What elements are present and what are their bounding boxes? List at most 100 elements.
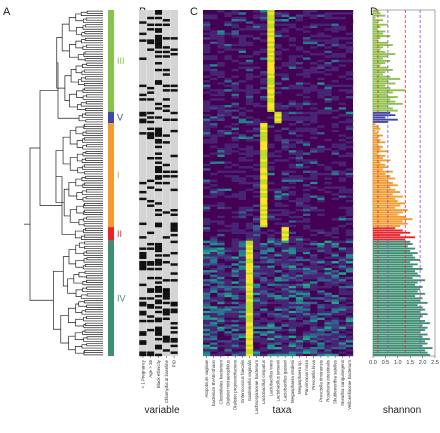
- taxa-cell: [281, 213, 289, 216]
- variable-cell: [162, 163, 170, 167]
- taxa-cell: [274, 261, 282, 264]
- shannon-bar: [373, 105, 388, 108]
- taxa-cell: [303, 100, 311, 103]
- taxa-cell: [245, 283, 254, 287]
- taxa-cell: [231, 308, 239, 311]
- shannon-bar: [373, 10, 378, 13]
- taxa-cell: [231, 346, 239, 350]
- taxa-cell: [210, 152, 218, 155]
- taxa-cell: [231, 73, 239, 76]
- taxa-cell: [231, 82, 239, 85]
- taxa-cell: [345, 21, 354, 24]
- shannon-bar: [373, 286, 423, 288]
- dendrogram-branch: [78, 301, 87, 307]
- taxa-cell: [324, 156, 332, 160]
- taxa-cell: [217, 240, 225, 244]
- taxa-cell: [253, 342, 261, 345]
- taxa-cell: [253, 177, 261, 180]
- clade-bar-II: [108, 227, 114, 241]
- taxa-cell: [253, 19, 261, 22]
- taxa-cell: [288, 251, 297, 255]
- taxa-cell: [288, 353, 297, 357]
- taxa-cell: [267, 30, 275, 33]
- taxa-cell: [295, 138, 304, 142]
- taxa-cell: [324, 245, 332, 248]
- taxa-cell: [281, 258, 289, 262]
- taxa-labels: Atopobium vaginae bacterium BVAB-Shaon Clo…: [204, 356, 352, 414]
- taxa-cell: [288, 64, 297, 67]
- taxa-cell: [331, 177, 339, 180]
- taxa-cell: [295, 202, 304, 205]
- dendrogram-branch: [84, 203, 103, 206]
- taxa-cell: [210, 297, 218, 300]
- taxa-cell: [217, 313, 225, 316]
- variable-cell: [170, 351, 178, 354]
- taxa-cell: [345, 229, 354, 232]
- taxa-cell: [310, 129, 318, 133]
- taxa-cell: [224, 279, 232, 282]
- shannon-bar: [373, 234, 401, 236]
- taxa-cell: [267, 276, 275, 280]
- dendrogram-branch: [86, 293, 103, 297]
- taxa-cell: [267, 215, 275, 219]
- taxa-cell: [331, 319, 339, 323]
- taxa-cell: [331, 308, 339, 311]
- taxa-cell: [274, 254, 282, 257]
- taxa-cell: [317, 310, 325, 314]
- variable-cell: [154, 353, 163, 357]
- taxa-cell: [267, 233, 275, 237]
- taxa-cell: [274, 337, 282, 341]
- taxa-cell: [317, 91, 325, 94]
- taxa-cell: [324, 23, 332, 27]
- variable-cell: [170, 222, 178, 226]
- taxa-cell: [267, 41, 275, 45]
- taxa-cell: [210, 104, 218, 108]
- taxa-cell: [317, 172, 325, 176]
- taxa-cell: [267, 16, 275, 20]
- shannon-bar: [373, 148, 381, 151]
- taxa-cell: [210, 317, 218, 321]
- taxa-cell: [238, 326, 247, 330]
- variable-cell: [170, 118, 178, 122]
- taxa-tick-label: Dialister micraerophilus: [226, 359, 231, 405]
- taxa-cell: [295, 333, 304, 336]
- taxa-cell: [217, 270, 225, 273]
- taxa-cell: [210, 319, 218, 323]
- taxa-cell: [288, 193, 297, 196]
- variable-tick-label: < 1 Pregnancy: [140, 359, 145, 388]
- taxa-cell: [210, 335, 218, 339]
- dendrogram-branch: [82, 138, 103, 143]
- variable-cell: [154, 138, 163, 142]
- taxa-cell: [288, 143, 297, 146]
- dendrogram-branch: [84, 241, 103, 245]
- taxa-cell: [245, 333, 254, 336]
- taxa-cell: [231, 281, 239, 284]
- taxa-cell: [253, 118, 261, 122]
- taxa-cell: [238, 256, 247, 259]
- taxa-cell: [203, 310, 211, 314]
- shannon-bar: [373, 310, 421, 313]
- taxa-cell: [345, 319, 354, 323]
- taxa-cell: [210, 306, 218, 309]
- taxa-cell: [253, 220, 261, 223]
- taxa-cell: [253, 242, 261, 246]
- taxa-cell: [238, 328, 247, 332]
- taxa-cell: [324, 285, 332, 289]
- taxa-cell: [345, 175, 354, 178]
- taxa-cell: [210, 333, 218, 336]
- taxa-cell: [303, 118, 311, 122]
- taxa-tick-label: Lactobacillus iners: [268, 359, 273, 396]
- taxa-cell: [281, 179, 289, 183]
- taxa-cell: [253, 231, 261, 235]
- variable-cell: [154, 301, 163, 305]
- taxa-cell: [281, 310, 289, 314]
- taxa-cell: [253, 107, 261, 110]
- panel-label-c: C: [190, 6, 198, 18]
- taxa-cell: [224, 351, 232, 354]
- dendrogram-branch: [86, 10, 103, 14]
- taxa-cell: [310, 335, 318, 339]
- taxa-cell: [238, 179, 247, 183]
- taxa-cell: [331, 150, 339, 153]
- taxa-cell: [338, 195, 347, 198]
- taxa-cell: [281, 104, 289, 108]
